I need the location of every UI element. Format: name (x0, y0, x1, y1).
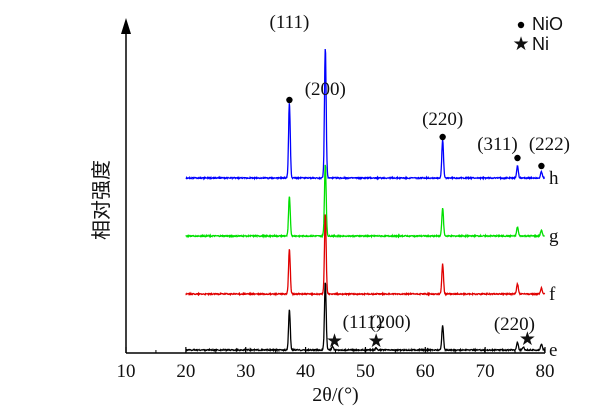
peak-label: (220) (494, 314, 535, 335)
x-tick-label: 20 (176, 361, 195, 382)
series-line-e (185, 282, 546, 353)
series-label-f: f (549, 284, 556, 305)
series-line-h (185, 48, 545, 181)
peak-label: (222) (529, 134, 570, 155)
dot-marker (439, 133, 446, 141)
dot-marker (514, 154, 521, 162)
legend-marker: ★ (512, 34, 529, 55)
x-tick-label: 30 (236, 361, 255, 382)
x-tick-label: 50 (356, 361, 375, 382)
y-axis-arrow (121, 18, 131, 34)
annotation-layer: (111)(200)(220)(311) (222)★(111)★(200)★(2… (270, 12, 570, 352)
series-label-e: e (549, 340, 557, 361)
series-line-g (185, 164, 546, 239)
dot-marker (286, 96, 293, 104)
y-axis-label: 相对强度 (90, 160, 113, 240)
series-layer: h g f e (185, 48, 559, 361)
x-axis-label: 2θ/(°) (312, 384, 358, 406)
peak-label: (200) (370, 312, 411, 333)
legend: NiO★ Ni (512, 14, 563, 55)
x-tick-label: 40 (296, 361, 315, 382)
x-tick-label: 60 (416, 361, 435, 382)
legend-label: Ni (532, 34, 549, 54)
star-marker: ★ (326, 331, 343, 352)
x-tick-label: 70 (476, 361, 495, 382)
legend-marker (517, 21, 525, 29)
x-tick-label: 10 (117, 361, 136, 382)
series-line-f (185, 214, 546, 297)
series-label-h: h (549, 168, 559, 189)
peak-label: (200) (305, 79, 346, 100)
x-tick-label: 80 (536, 361, 555, 382)
peak-label: (111) (270, 12, 310, 33)
star-marker: ★ (519, 329, 536, 350)
peak-label: (311) (477, 134, 517, 155)
star-marker: ★ (368, 331, 385, 352)
axes: 10 20 30 40 50 60 70 80 2θ/(°) 相对强度 (90, 18, 555, 406)
series-label-g: g (549, 226, 559, 247)
peak-label: (220) (422, 109, 463, 130)
legend-label: NiO (532, 14, 563, 34)
peak-label: (111) (343, 312, 383, 333)
dot-marker (538, 162, 545, 170)
